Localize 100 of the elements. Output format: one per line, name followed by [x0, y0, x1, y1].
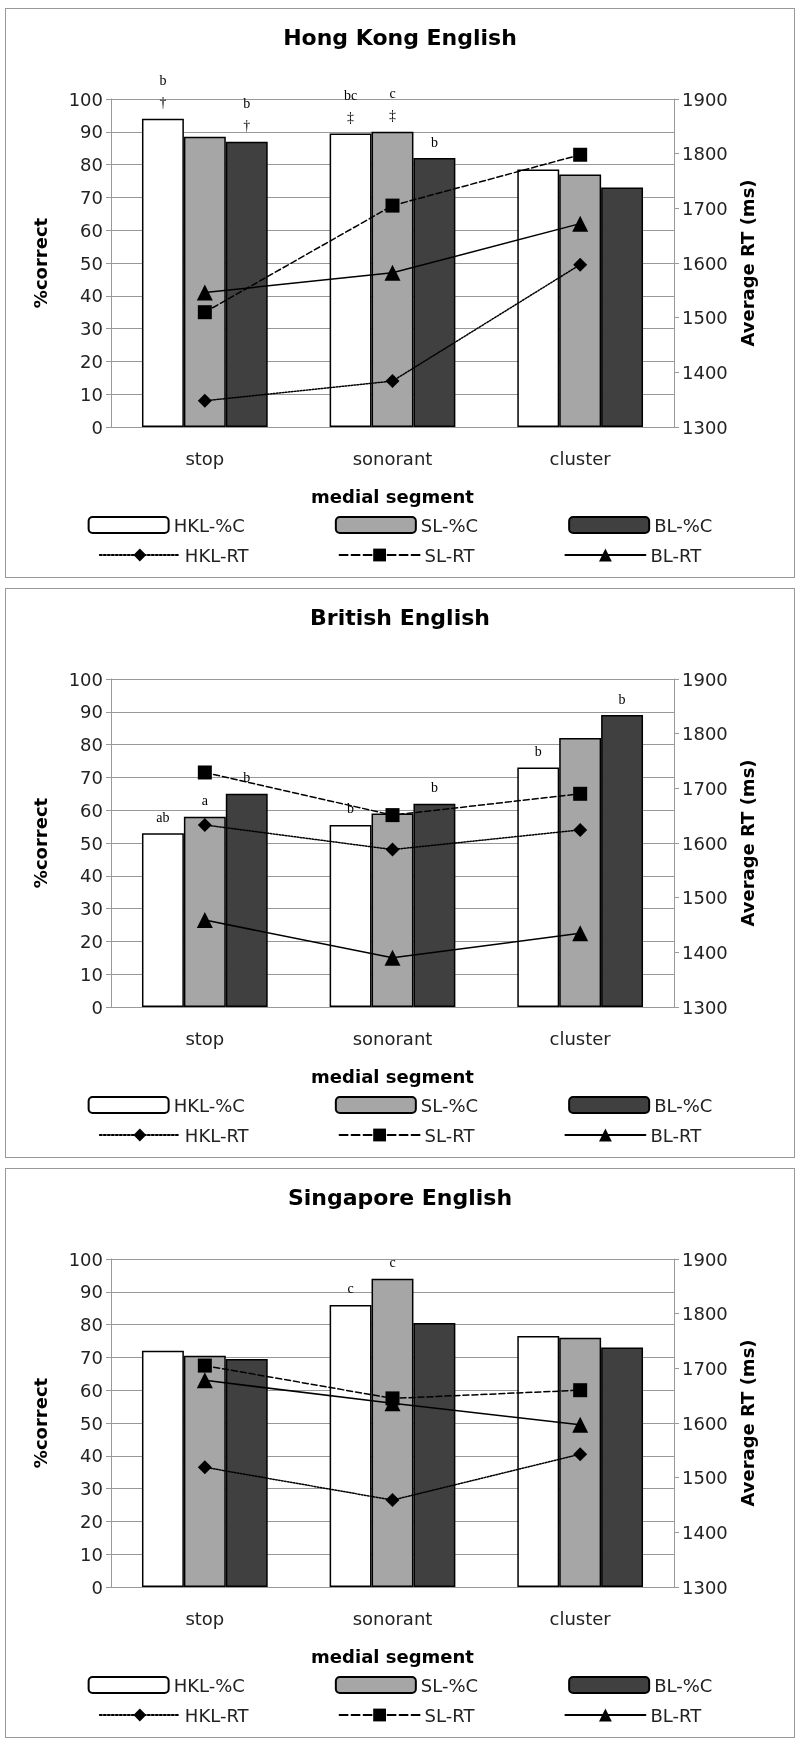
point [384, 264, 401, 281]
y2-tick-label: 1600 [682, 1412, 728, 1434]
y-tick-label: 100 [68, 88, 103, 110]
y-tick-label: 60 [80, 219, 103, 241]
y-tick-label: 100 [68, 668, 103, 690]
point [197, 817, 212, 832]
y2-tick-label: 1600 [682, 832, 728, 854]
legend-label: HKL-%C [173, 1094, 245, 1116]
data-label: b [347, 801, 355, 817]
y2-tick-label: 1500 [682, 1467, 728, 1489]
point [385, 374, 400, 389]
legend-label: HKL-RT [184, 1704, 250, 1726]
y-axis-title: %correct [29, 797, 51, 889]
y2-tick-label: 1600 [682, 252, 728, 274]
y-tick-label: 20 [80, 1510, 103, 1532]
chart-title: British English [310, 604, 490, 630]
legend-label: SL-RT [424, 1704, 476, 1726]
y-tick-label: 90 [80, 121, 103, 143]
y-tick-label: 30 [80, 898, 103, 920]
x-tick-label: sonorant [352, 1027, 433, 1049]
y-tick-label: 100 [68, 1248, 103, 1270]
legend-label: HKL-%C [173, 514, 245, 536]
data-label: b [534, 744, 542, 760]
y2-tick-label: 1300 [682, 1576, 728, 1598]
y-tick-label: 70 [80, 186, 103, 208]
legend-label: SL-RT [424, 544, 476, 566]
x-axis-title: medial segment [311, 1065, 475, 1087]
point [197, 1460, 212, 1475]
point [196, 1372, 213, 1389]
y2-tick-label: 1700 [682, 777, 728, 799]
y2-tick-label: 1300 [682, 996, 728, 1018]
point [573, 822, 588, 837]
y2-axis-title: Average RT (ms) [737, 1339, 759, 1507]
x-tick-label: stop [185, 447, 225, 469]
y-tick-label: 60 [80, 1379, 103, 1401]
y2-tick-label: 1800 [682, 143, 728, 165]
point [572, 925, 589, 942]
x-axis-title: medial segment [311, 485, 475, 507]
y2-tick-label: 1800 [682, 723, 728, 745]
x-tick-label: cluster [549, 1607, 612, 1629]
point [196, 912, 213, 929]
y-tick-label: 50 [80, 1412, 103, 1434]
y-tick-label: 50 [80, 832, 103, 854]
data-label: b [430, 134, 438, 150]
legend-label: BL-%C [654, 1094, 713, 1116]
data-label: c [347, 1281, 354, 1297]
chart-title: Singapore English [287, 1184, 513, 1210]
y2-tick-label: 1700 [682, 1357, 728, 1379]
y-tick-label: 60 [80, 799, 103, 821]
y-tick-label: 70 [80, 766, 103, 788]
y-tick-label: 90 [80, 701, 103, 723]
y2-tick-label: 1400 [682, 1521, 728, 1543]
data-label: b † [159, 73, 167, 111]
y-tick-label: 10 [80, 383, 103, 405]
point [384, 949, 401, 966]
x-tick-label: sonorant [352, 1607, 433, 1629]
y2-tick-label: 1900 [682, 1248, 728, 1270]
point [197, 393, 212, 408]
y-tick-label: 40 [80, 865, 103, 887]
y-tick-label: 0 [91, 996, 103, 1018]
data-label: bc ‡ [343, 87, 358, 125]
y-tick-label: 10 [80, 1543, 103, 1565]
legend-label: BL-RT [650, 544, 703, 566]
point [197, 1358, 212, 1373]
data-label: c [389, 1255, 396, 1271]
point [197, 305, 212, 320]
legend-label: BL-RT [650, 1124, 703, 1146]
y-tick-label: 20 [80, 930, 103, 952]
legend-label: HKL-%C [173, 1674, 245, 1696]
data-label: c ‡ [389, 86, 396, 124]
point [573, 1383, 588, 1398]
data-label: a [201, 793, 209, 809]
point [573, 147, 588, 162]
legend-label: SL-RT [424, 1124, 476, 1146]
point [572, 215, 589, 232]
legend-label: SL-%C [420, 1094, 479, 1116]
data-label: b [430, 780, 438, 796]
y-tick-label: 50 [80, 252, 103, 274]
y2-tick-label: 1400 [682, 361, 728, 383]
y-tick-label: 30 [80, 318, 103, 340]
legend-label: HKL-RT [184, 544, 250, 566]
chart-title: Hong Kong English [283, 24, 517, 50]
y-tick-label: 70 [80, 1346, 103, 1368]
y2-tick-label: 1500 [682, 307, 728, 329]
y-tick-label: 80 [80, 1314, 103, 1336]
legend-label: BL-%C [654, 1674, 713, 1696]
y-tick-label: 80 [80, 734, 103, 756]
legend-label: SL-%C [420, 514, 479, 536]
point [385, 1493, 400, 1508]
x-tick-label: cluster [549, 447, 612, 469]
y-tick-label: 20 [80, 350, 103, 372]
point [385, 842, 400, 857]
data-label: b [618, 691, 626, 707]
point [573, 786, 588, 801]
y2-tick-label: 1500 [682, 887, 728, 909]
x-tick-label: sonorant [352, 447, 433, 469]
point [196, 284, 213, 301]
point [385, 198, 400, 213]
point [385, 808, 400, 823]
y-tick-label: 40 [80, 1445, 103, 1467]
